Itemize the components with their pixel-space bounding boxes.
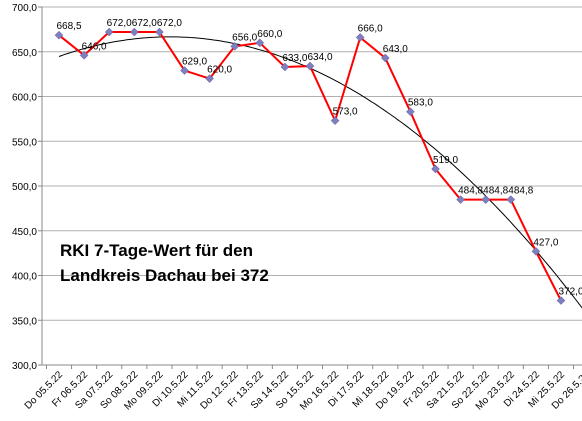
marker [330, 116, 340, 126]
trendline [58, 36, 582, 309]
annotation: Landkreis Dachau bei 372 [60, 266, 269, 285]
y-tick-label: 650,0 [12, 48, 37, 59]
y-tick-label: 600,0 [12, 93, 37, 104]
y-tick-label: 550,0 [12, 137, 37, 148]
marker [129, 27, 139, 37]
data-label: 620,0 [207, 65, 232, 76]
y-tick-label: 300,0 [12, 361, 37, 372]
marker [155, 27, 164, 37]
data-label: 484,8 [458, 186, 483, 197]
data-label: 656,0 [232, 32, 257, 43]
data-label: 672,0 [107, 18, 132, 29]
marker [456, 195, 465, 204]
data-label: 633,0 [282, 53, 307, 64]
marker [305, 61, 315, 71]
data-label: 573,0 [333, 107, 358, 118]
plot: 300,0 350,0 400,0 450,0 500,0 550,0 600,0 650,0… [12, 3, 582, 413]
marker [431, 164, 440, 174]
data-line [58, 31, 562, 302]
y-tick-label: 500,0 [12, 182, 37, 193]
data-label: 666,0 [358, 23, 383, 34]
marker [355, 33, 365, 42]
marker [481, 195, 491, 204]
marker [180, 66, 189, 75]
data-label: 583,0 [408, 98, 433, 109]
marker [205, 74, 214, 83]
data-label: 672,0 [132, 18, 157, 29]
data-label: 484,8 [508, 186, 533, 197]
data-label: 660,0 [257, 29, 282, 40]
data-label: 372,0 [558, 287, 582, 298]
data-label: 672,0 [157, 18, 182, 29]
annotation: RKI 7-Tage-Wert für den [60, 241, 253, 260]
marker [380, 53, 390, 63]
marker [280, 62, 290, 72]
data-label: 668,5 [56, 21, 81, 32]
data-label: 634,0 [307, 52, 332, 63]
y-tick-label: 400,0 [12, 272, 37, 283]
data-label: 484,8 [483, 186, 508, 197]
data-label: 519,0 [433, 155, 458, 166]
y-tick-label: 450,0 [12, 227, 37, 238]
data-label: 427,0 [533, 237, 558, 248]
marker [531, 246, 541, 256]
marker [255, 38, 265, 48]
data-label: 646,0 [82, 41, 107, 52]
y-tick-label: 350,0 [12, 316, 37, 327]
marker [506, 195, 516, 204]
marker [406, 107, 415, 117]
marker [230, 42, 240, 51]
marker [104, 27, 114, 37]
marker [54, 30, 64, 40]
marker [556, 296, 566, 305]
data-label: 629,0 [182, 57, 207, 68]
data-label: 643,0 [383, 44, 408, 55]
y-tick-label: 700,0 [12, 3, 37, 14]
marker [79, 50, 89, 60]
